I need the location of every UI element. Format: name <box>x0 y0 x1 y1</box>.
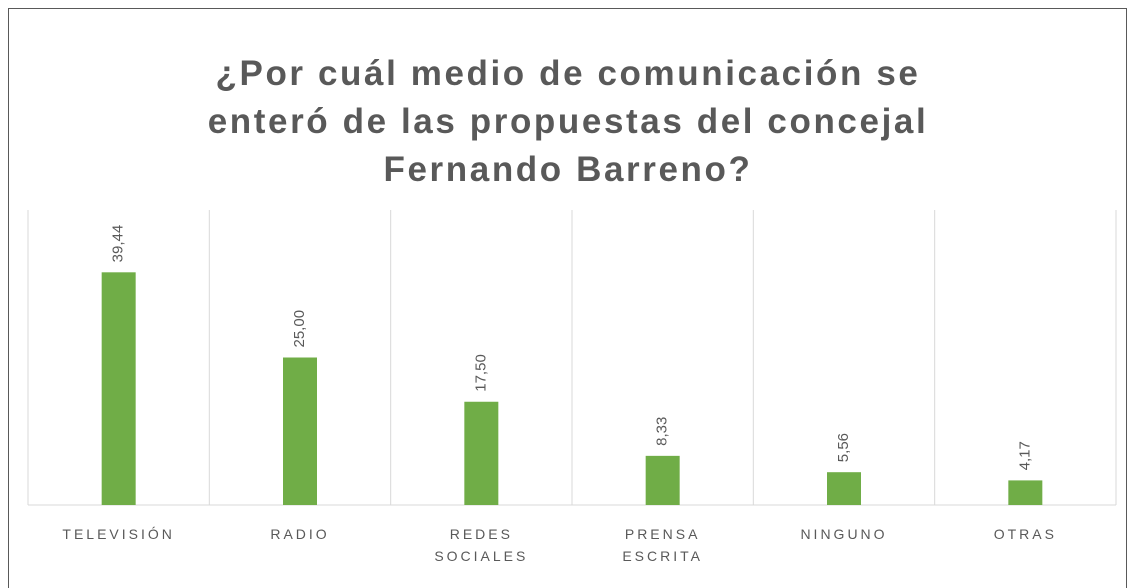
bar <box>283 357 317 505</box>
chart-frame <box>8 8 1127 588</box>
data-label: 39,44 <box>110 225 127 263</box>
bar <box>827 472 861 505</box>
data-label: 25,00 <box>291 310 308 348</box>
x-tick-label: NINGUNO <box>800 526 888 542</box>
data-label: 8,33 <box>654 417 671 446</box>
x-tick-label: OTRAS <box>993 526 1057 542</box>
x-tick-label: PRENSA ESCRITA <box>622 526 703 564</box>
x-tick-label: RADIO <box>270 526 330 542</box>
data-label: 17,50 <box>472 354 489 392</box>
bar <box>1008 480 1043 505</box>
chart-title: ¿Por cuál medio de comunicación se enter… <box>207 54 929 189</box>
bar <box>101 272 136 505</box>
x-tick-label: REDES SOCIALES <box>434 526 529 564</box>
bar <box>464 401 499 505</box>
x-tick-label: TELEVISIÓN <box>62 526 175 542</box>
bar <box>645 455 680 505</box>
data-label: 5,56 <box>835 433 852 462</box>
data-label: 4,17 <box>1016 441 1033 470</box>
